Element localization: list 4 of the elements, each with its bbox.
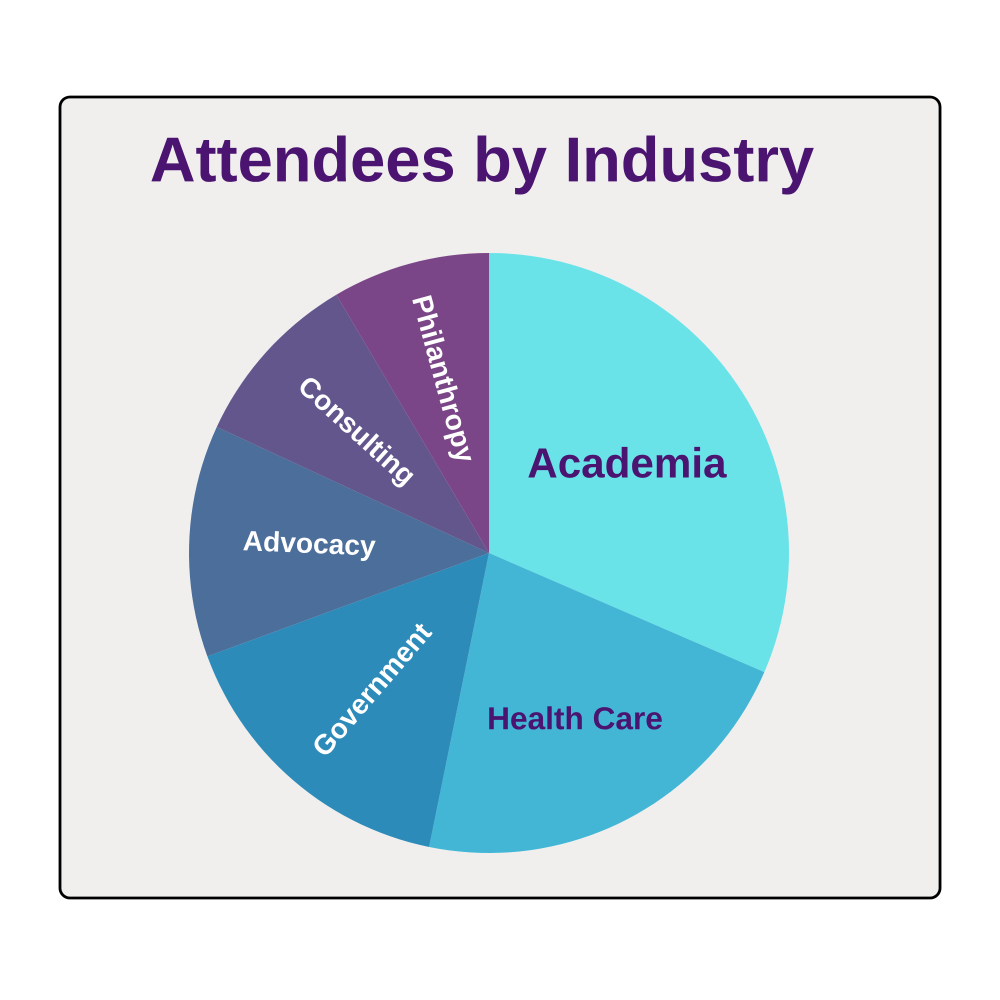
slice-label: Health Care: [489, 706, 662, 730]
slice-label: Advocacy: [243, 531, 376, 561]
slice-label: Academia: [528, 446, 727, 478]
chart-title: Attendees by Industry: [151, 135, 814, 194]
